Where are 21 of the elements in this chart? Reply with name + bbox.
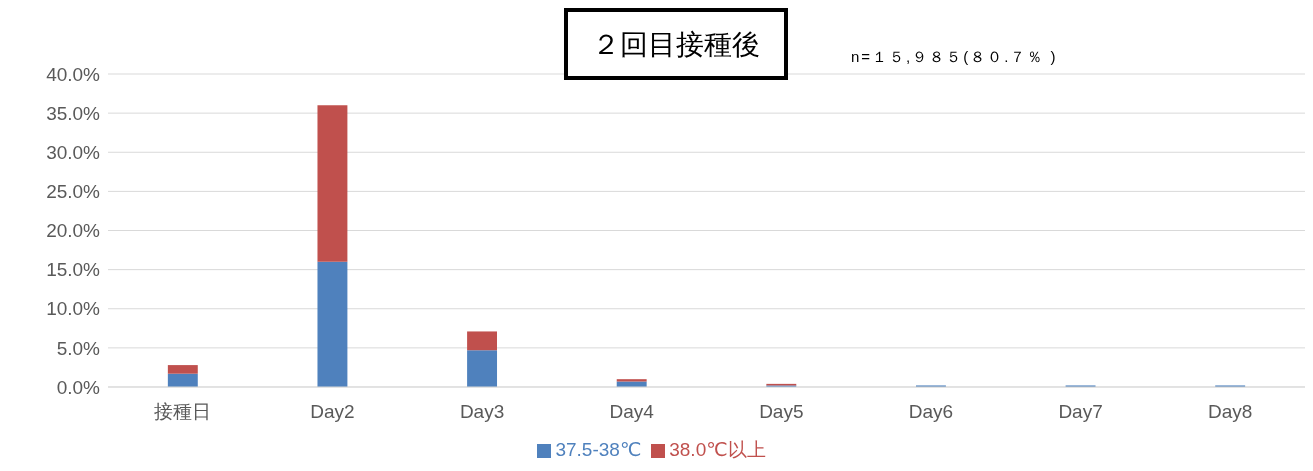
y-tick-label: 35.0% [46,102,101,124]
x-tick-label: Day7 [1058,401,1103,423]
chart-subtitle: n=１５,９８５(８０.７％ ) [851,48,1058,67]
y-tick-label: 30.0% [46,141,101,163]
y-tick-label: 0.0% [56,376,101,398]
x-tick-label: Day6 [908,401,954,423]
x-tick-label: Day4 [609,401,655,423]
legend-label: 37.5-38℃ [555,439,642,460]
chart-title: ２回目接種後 [564,8,788,80]
y-tick-label: 15.0% [46,259,101,281]
legend-label: 38.0℃以上 [669,439,766,460]
y-tick-label: 10.0% [46,298,101,320]
y-tick-label: 40.0% [46,63,101,85]
x-tick-label: Day8 [1208,401,1253,423]
x-tick-label: Day3 [459,401,505,423]
y-tick-label: 5.0% [56,337,101,359]
x-tick-label: 接種日 [154,401,212,423]
x-tick-label: Day2 [310,401,355,423]
x-tick-label: Day5 [759,401,804,423]
y-tick-label: 25.0% [46,181,101,203]
y-tick-label: 20.0% [46,220,101,242]
